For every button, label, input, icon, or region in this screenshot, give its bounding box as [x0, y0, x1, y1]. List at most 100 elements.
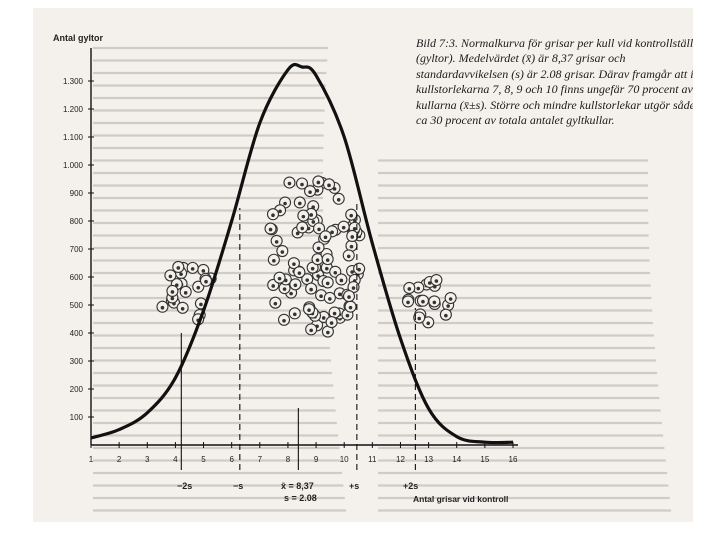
pig-snout — [348, 305, 353, 310]
pig-snout — [160, 305, 165, 310]
pig-snout — [183, 291, 188, 295]
y-tick-label: 300 — [70, 357, 84, 366]
pig-snout — [351, 286, 356, 290]
pig-snout — [295, 231, 300, 236]
pig-snout — [297, 271, 302, 275]
pig-snout — [323, 235, 328, 240]
x-tick-label: 2 — [117, 455, 122, 464]
y-tick-label: 1.200 — [63, 105, 84, 114]
pig-snout — [180, 307, 185, 311]
pig-snout — [271, 284, 276, 288]
annotation-minus-2s: −2s — [177, 481, 193, 491]
pig-snout — [190, 267, 195, 271]
pig-snout — [289, 291, 293, 296]
pig-snout — [444, 313, 448, 318]
annotation-plus-2s: +2s — [403, 481, 419, 491]
pig-cluster-left — [156, 260, 217, 326]
pig-snout — [326, 330, 330, 335]
pig-snout — [274, 240, 279, 244]
pig-snout — [446, 304, 450, 308]
pig-snout — [199, 302, 203, 307]
annotation-plus-s: +s — [349, 481, 360, 491]
pig-snout — [170, 290, 175, 294]
x-axis-label: Antal grisar vid kontroll — [413, 494, 509, 504]
normal-curve-chart: 100 200 300 400 500 600 700 800 900 1.000 1.100 1.2… — [63, 46, 672, 512]
pig-snout — [341, 225, 346, 230]
pig-snout — [319, 294, 323, 299]
pig-snout — [179, 272, 183, 276]
pig-snout — [317, 227, 321, 232]
pig-snout — [310, 266, 315, 271]
pig-snout — [301, 214, 306, 219]
pig-snout — [278, 209, 282, 214]
pig-snout — [305, 278, 310, 282]
pig-snout — [321, 316, 326, 320]
figure-caption: Bild 7:3. Normalkurva för grisar per kul… — [408, 30, 693, 135]
x-tick-label: 11 — [368, 455, 377, 464]
pig-cluster-center — [264, 175, 366, 338]
pig-snout — [308, 190, 312, 194]
pig-snout — [350, 270, 354, 274]
pig-snout — [300, 226, 305, 231]
annotation-sd: s = 2.08 — [284, 493, 317, 503]
x-tick-label: 14 — [452, 455, 461, 464]
pig-snout — [427, 281, 432, 285]
x-tick-label: 16 — [509, 455, 518, 464]
pig-snout — [271, 213, 275, 218]
annotation-mean: x̄ = 8,37 — [281, 481, 314, 491]
pig-snout — [333, 270, 338, 275]
pig-snout — [346, 254, 351, 259]
pig-snout — [324, 266, 329, 271]
axes — [90, 48, 518, 446]
pig-snout — [316, 246, 321, 251]
pig-snout — [168, 274, 173, 279]
pig-snout — [273, 301, 278, 306]
pig-snout — [309, 287, 313, 292]
pig-snout — [328, 297, 332, 301]
x-tick-label: 10 — [340, 455, 349, 464]
pig-snout — [329, 321, 334, 325]
pig-snout — [325, 281, 330, 286]
y-tick-label: 900 — [70, 189, 84, 198]
y-tick-label: 1.300 — [63, 77, 84, 86]
pig-snout — [283, 201, 287, 206]
pig-snout — [336, 197, 341, 202]
pig-snout — [357, 267, 361, 272]
pig-snout — [309, 328, 313, 333]
x-tick-label: 7 — [258, 455, 263, 464]
x-tick-label: 4 — [173, 455, 178, 464]
pig-snout — [272, 258, 276, 263]
pig-snout — [298, 201, 302, 206]
pig-snout — [311, 220, 316, 224]
pig-snout — [170, 296, 175, 301]
pig-snout — [201, 269, 206, 273]
x-tick-label: 13 — [424, 455, 433, 464]
pig-snout — [307, 308, 311, 312]
scanned-page: 100 200 300 400 500 600 700 800 900 1.000 1.100 1.2… — [33, 8, 693, 522]
x-tick-label: 3 — [145, 455, 150, 464]
x-tick-label: 15 — [480, 455, 489, 464]
y-tick-label: 1.100 — [63, 133, 84, 142]
pig-snout — [337, 292, 342, 297]
pig-snout — [287, 181, 292, 186]
pig-snout — [300, 182, 304, 187]
pig-snout — [282, 318, 286, 323]
pig-snout — [350, 235, 355, 239]
pig-illustration — [156, 175, 457, 338]
pig-snout — [196, 285, 201, 290]
y-tick-label: 400 — [70, 329, 84, 338]
pig-snout — [352, 226, 357, 231]
x-tick-label: 6 — [229, 455, 234, 464]
pig-snout — [426, 321, 431, 326]
y-axis-label: Antal gyltor — [53, 33, 104, 43]
pig-snout — [330, 230, 334, 235]
pig-snout — [280, 250, 285, 254]
pig-snout — [277, 276, 282, 281]
pig-snout — [349, 244, 354, 249]
pig-snout — [339, 278, 344, 283]
pig-snout — [315, 188, 320, 193]
x-tick-label: 1 — [89, 455, 94, 464]
pig-snout — [448, 297, 453, 301]
pig-snout — [349, 213, 354, 218]
pig-snout — [434, 279, 439, 283]
